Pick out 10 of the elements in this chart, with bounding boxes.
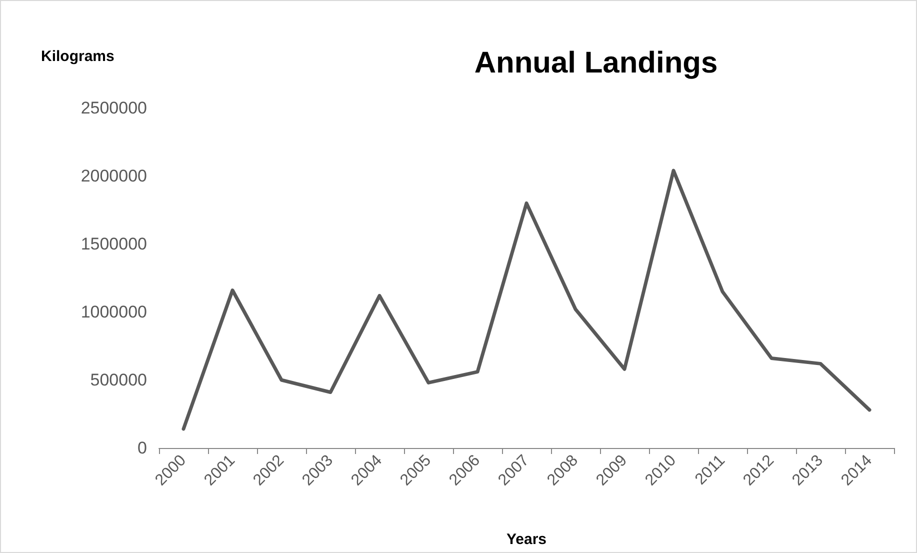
y-axis-title: Kilograms bbox=[41, 48, 114, 65]
y-tick-label: 2000000 bbox=[80, 166, 147, 186]
line-series bbox=[182, 168, 872, 431]
chart-title: Annual Landings bbox=[474, 46, 718, 80]
y-tick-label: 1000000 bbox=[80, 302, 147, 322]
y-tick-label: 500000 bbox=[90, 370, 147, 390]
x-axis-title: Years bbox=[506, 531, 547, 548]
y-tick-label: 1500000 bbox=[80, 234, 147, 254]
y-tick-label: 2500000 bbox=[80, 98, 147, 118]
y-tick-label: 0 bbox=[138, 438, 147, 458]
